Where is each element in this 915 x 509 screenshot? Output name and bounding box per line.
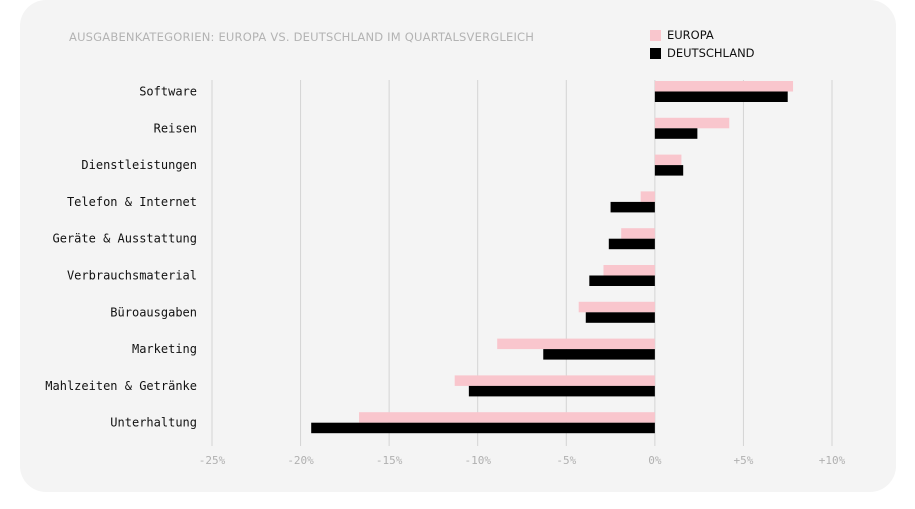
- x-tick-label: -15%: [376, 454, 403, 467]
- category-label: Dienstleistungen: [81, 158, 197, 172]
- legend: EUROPA DEUTSCHLAND: [650, 26, 755, 62]
- bar-europe: [621, 228, 655, 239]
- bar-europe: [640, 191, 655, 202]
- category-label: Marketing: [132, 342, 197, 356]
- bar-europe: [497, 338, 655, 350]
- bar-europe: [603, 265, 655, 276]
- category-label: Telefon & Internet: [67, 195, 197, 209]
- category-label: Geräte & Ausstattung: [53, 232, 198, 246]
- bar-germany: [543, 349, 655, 360]
- bar-germany: [610, 201, 655, 213]
- category-label: Software: [139, 85, 197, 99]
- category-label: Reisen: [154, 121, 197, 135]
- bar-germany: [589, 275, 655, 286]
- bar-europe: [578, 301, 655, 313]
- legend-item-germany: DEUTSCHLAND: [650, 44, 755, 62]
- bar-germany: [654, 165, 684, 176]
- x-tick-label: -10%: [464, 454, 491, 467]
- legend-label-germany: DEUTSCHLAND: [667, 46, 755, 60]
- legend-swatch-europe: [650, 29, 661, 41]
- x-tick-label: +10%: [819, 454, 846, 467]
- x-tick-label: -25%: [199, 454, 226, 467]
- bar-germany: [468, 385, 655, 397]
- x-tick-label: +5%: [733, 454, 753, 467]
- bar-europe: [454, 375, 655, 386]
- bar-europe: [654, 117, 730, 129]
- category-label: Büroausgaben: [110, 305, 197, 319]
- bar-europe: [654, 154, 682, 166]
- bar-germany: [608, 238, 655, 250]
- bar-germany: [654, 128, 698, 139]
- x-tick-label: 0%: [648, 454, 662, 467]
- bar-germany: [585, 312, 655, 323]
- category-label: Verbrauchsmaterial: [67, 269, 197, 283]
- category-label: Mahlzeiten & Getränke: [45, 379, 197, 393]
- category-label: Unterhaltung: [110, 416, 197, 430]
- legend-swatch-germany: [650, 47, 661, 59]
- x-tick-label: -5%: [556, 454, 576, 467]
- x-tick-label: -20%: [287, 454, 314, 467]
- bar-europe: [654, 81, 794, 92]
- bar-germany: [654, 91, 788, 102]
- legend-item-europe: EUROPA: [650, 26, 755, 44]
- chart-title: AUSGABENKATEGORIEN: EUROPA VS. DEUTSCHLA…: [69, 30, 535, 44]
- bar-germany: [311, 422, 655, 434]
- legend-label-europe: EUROPA: [667, 28, 714, 42]
- bar-europe: [359, 412, 655, 423]
